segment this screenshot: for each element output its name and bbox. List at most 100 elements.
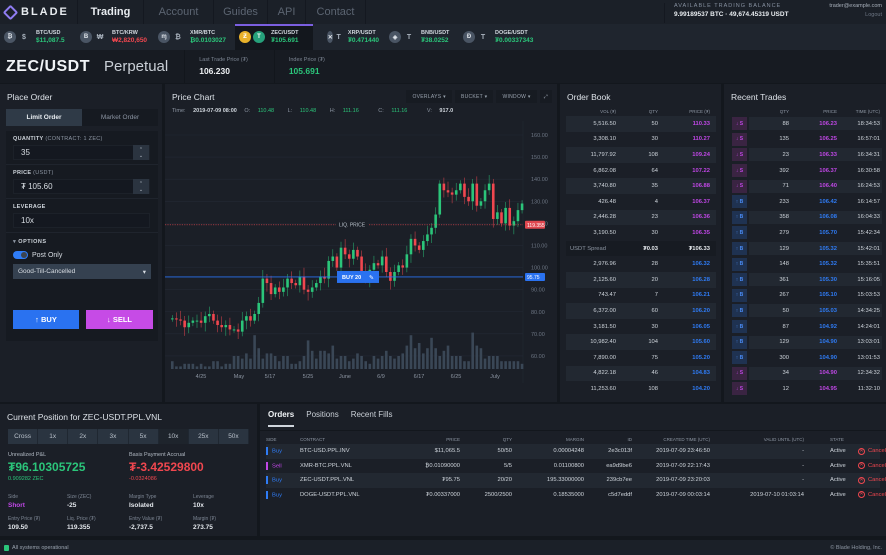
trade-row: ↑ B 87 104.92 14:24:01 bbox=[732, 319, 882, 335]
tab-positions[interactable]: Positions bbox=[306, 410, 339, 419]
index-price-value: 105.691 bbox=[288, 66, 320, 76]
place-order-panel: Place Order Limit Order Market Order QUA… bbox=[0, 84, 162, 402]
ticker-btc-krw[interactable]: B ₩ BTC/KRW ₩2,820,650 bbox=[76, 24, 154, 50]
price-input[interactable]: ₮ 105.60 ⌃ ⌄ bbox=[13, 179, 150, 194]
cancel-order-button[interactable]: ✕ Cancel bbox=[858, 447, 886, 455]
trade-row: ↓ S 12 104.95 11:32:10 bbox=[732, 381, 882, 397]
panel-title: Place Order bbox=[7, 92, 53, 102]
ticker-xmr-btc[interactable]: ɱ ₿ XMR/BTC ₿0.0103027 bbox=[154, 24, 235, 50]
post-only-toggle[interactable] bbox=[13, 251, 28, 259]
ticker-btc-usd[interactable]: ₿ $ BTC/USD $11,087.5 bbox=[0, 24, 76, 50]
ask-row[interactable]: 11,797.92 108 109.24 bbox=[566, 147, 716, 163]
buy-button[interactable]: ↑ BUY bbox=[13, 310, 79, 329]
ask-row[interactable]: 3,190.50 30 106.35 bbox=[593, 229, 710, 236]
nav-api[interactable]: API bbox=[268, 0, 306, 24]
sell-side-badge: ↓ S bbox=[732, 382, 747, 396]
chevron-up-icon[interactable]: ⌃ bbox=[138, 180, 144, 187]
bid-row[interactable]: 6,372.00 60 106.20 bbox=[566, 303, 716, 319]
leverage-tab-1x[interactable]: 1x bbox=[38, 429, 69, 444]
svg-text:6/25: 6/25 bbox=[451, 374, 462, 380]
trade-row: ↑ B 361 105.30 15:16:05 bbox=[732, 272, 882, 288]
leverage-tab-50x[interactable]: 50x bbox=[219, 429, 249, 444]
logo[interactable]: BLADE bbox=[0, 0, 78, 24]
sell-button[interactable]: ↓ SELL bbox=[86, 310, 153, 329]
nav-guides[interactable]: Guides bbox=[214, 0, 268, 24]
bid-row[interactable]: 743.47 7 106.21 bbox=[598, 292, 710, 299]
chevron-down-icon[interactable]: ⌄ bbox=[138, 186, 144, 193]
bid-row[interactable]: 11,253.60 108 104.20 bbox=[590, 385, 710, 392]
ticker-xrp-usdt[interactable]: ✕ T XRP/USDT ₮0.471440 bbox=[313, 24, 385, 50]
ticker-symbol: BNB/USDT bbox=[421, 30, 450, 36]
cancel-order-button[interactable]: ✕ Cancel bbox=[858, 491, 886, 499]
ask-row[interactable]: 6,862.08 64 107.22 bbox=[593, 167, 710, 174]
ticker-price: ₩2,820,650 bbox=[112, 37, 148, 44]
ticker-doge-usdt[interactable]: Ð T DOGE/USDT ₮0.00337343 bbox=[459, 24, 549, 50]
chevron-down-icon[interactable]: ⌄ bbox=[138, 152, 144, 159]
nav-trading[interactable]: Trading bbox=[78, 0, 144, 24]
leverage-tab-5x[interactable]: 5x bbox=[129, 429, 159, 444]
bid-row[interactable]: 2,976.96 28 106.32 bbox=[593, 261, 710, 268]
svg-text:80.00: 80.00 bbox=[531, 310, 545, 316]
sell-side-badge: ↓ S bbox=[732, 164, 747, 178]
buy-order-marker[interactable]: BUY 20 ✎ bbox=[337, 270, 379, 283]
ticker-symbol: DOGE/USDT bbox=[495, 30, 528, 36]
quantity-input[interactable]: 35 ⌃ ⌄ bbox=[13, 145, 150, 160]
svg-text:May: May bbox=[234, 374, 245, 380]
logout-link[interactable]: Logout bbox=[865, 12, 882, 18]
btc-coin-icon: ₿ bbox=[4, 31, 16, 43]
cancel-order-button[interactable]: ✕ Cancel bbox=[858, 476, 886, 484]
nav-account[interactable]: Account bbox=[144, 0, 214, 24]
order-row: Buy ZEC-USDT.PPL.VNL ₮95.75 20/20 195.330000… bbox=[266, 473, 886, 488]
ask-row[interactable]: 426.48 4 106.37 bbox=[598, 198, 710, 205]
chevron-up-icon[interactable]: ⌃ bbox=[138, 146, 144, 153]
tab-limit-order[interactable]: Limit Order bbox=[6, 109, 82, 126]
recent-trades-panel: Recent Trades QTY PRICE TIME (UTC) ↓ S 88… bbox=[724, 84, 886, 402]
ticker-zec-usdt[interactable]: Ƶ T ZEC/USDT ₮105.691 bbox=[235, 24, 313, 50]
svg-text:BUY 20: BUY 20 bbox=[342, 275, 361, 281]
ask-row[interactable]: 3,740.80 35 106.88 bbox=[566, 178, 716, 194]
ask-row[interactable]: 3,308.10 30 110.27 bbox=[593, 136, 710, 143]
tab-recent-fills[interactable]: Recent Fills bbox=[350, 410, 393, 419]
bucket-dropdown[interactable]: BUCKET ▾ bbox=[454, 90, 494, 103]
window-dropdown[interactable]: WINDOW ▾ bbox=[496, 90, 537, 103]
leverage-tab-cross[interactable]: Cross bbox=[8, 429, 39, 444]
tab-orders[interactable]: Orders bbox=[268, 410, 295, 427]
leverage-input[interactable]: 10x bbox=[13, 213, 150, 228]
bid-row[interactable]: 3,181.50 30 106.05 bbox=[593, 323, 710, 330]
price-stepper[interactable]: ⌃ ⌄ bbox=[133, 179, 149, 194]
leverage-tab-10x[interactable]: 10x bbox=[158, 429, 189, 444]
quantity-stepper[interactable]: ⌃ ⌄ bbox=[133, 145, 149, 160]
candlestick-chart[interactable]: 160.00150.00140.00130.00120.00110.00100.… bbox=[165, 121, 557, 402]
bid-row[interactable]: 10,982.40 104 105.60 bbox=[566, 334, 716, 350]
overlays-dropdown[interactable]: OVERLAYS ▾ bbox=[406, 90, 452, 103]
expand-icon[interactable]: ⤢ bbox=[539, 90, 552, 103]
leverage-tab-2x[interactable]: 2x bbox=[68, 429, 99, 444]
bid-row[interactable]: 2,125.60 20 106.28 bbox=[566, 271, 716, 288]
buy-side-badge: ↑ B bbox=[732, 273, 747, 287]
options-toggle[interactable]: ▾ OPTIONS bbox=[13, 239, 47, 245]
leverage-tab-3x[interactable]: 3x bbox=[98, 429, 129, 444]
ticker-bnb-usdt[interactable]: ◈ T BNB/USDT ₮38.0252 bbox=[385, 24, 459, 50]
sell-side-badge: ↓ S bbox=[732, 117, 747, 131]
svg-text:July: July bbox=[490, 374, 500, 380]
ask-row[interactable]: 5,516.50 50 110.33 bbox=[566, 116, 716, 132]
buy-side-badge: ↑ B bbox=[732, 335, 747, 349]
cancel-order-button[interactable]: ✕ Cancel bbox=[858, 462, 886, 470]
bid-row[interactable]: 4,822.18 46 104.83 bbox=[566, 365, 716, 382]
tab-market-order[interactable]: Market Order bbox=[100, 114, 140, 121]
svg-text:June: June bbox=[339, 374, 351, 380]
time-in-force-select[interactable]: Good-Till-Cancelled ▾ bbox=[13, 264, 151, 279]
ask-row[interactable]: 2,446.28 23 106.36 bbox=[566, 209, 716, 226]
last-trade-label: Last Trade Price (₮) bbox=[199, 57, 248, 63]
svg-text:110.00: 110.00 bbox=[531, 243, 547, 249]
buy-side-badge: ↑ B bbox=[732, 195, 747, 209]
btc-coin-icon: B bbox=[80, 31, 92, 43]
nav-contact[interactable]: Contact bbox=[306, 0, 366, 24]
leverage-tab-25x[interactable]: 25x bbox=[189, 429, 219, 444]
trade-row: ↓ S 392 106.37 16:30:58 bbox=[732, 163, 882, 179]
position-field: Entry Price (₮) 109.50 bbox=[8, 516, 41, 531]
bid-row[interactable]: 7,890.00 75 105.20 bbox=[593, 354, 710, 361]
order-side: Buy bbox=[272, 492, 282, 499]
krw-coin-icon: ₩ bbox=[96, 33, 104, 41]
position-field: Entry Value (₮) -2,737.5 bbox=[129, 516, 163, 531]
